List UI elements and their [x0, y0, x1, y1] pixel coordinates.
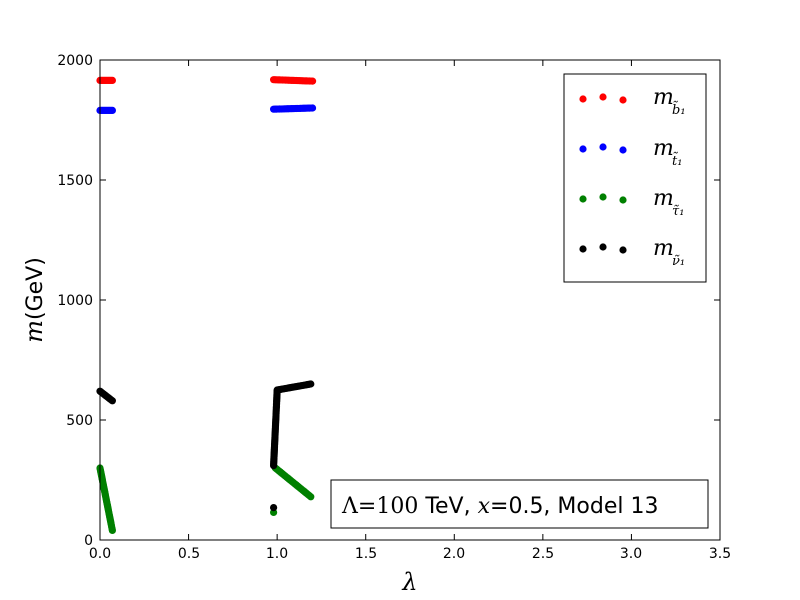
legend-marker — [579, 195, 587, 203]
legend-label-subscript: t̃₁ — [672, 152, 682, 169]
x-axis-label: λ — [401, 568, 417, 596]
legend-entry-sbottom: m b̃₁ — [579, 85, 686, 118]
legend-marker — [619, 146, 627, 154]
y-axis-label-symbol: m — [20, 320, 48, 343]
legend-label-subscript: b̃₁ — [672, 101, 686, 118]
legend-marker — [579, 95, 587, 103]
x-tick-label: 1.5 — [355, 546, 377, 562]
legend-marker — [619, 246, 627, 254]
data-point-series-1 — [108, 106, 116, 114]
y-tick-label: 1000 — [57, 293, 93, 309]
legend-box — [563, 73, 707, 283]
annotation-unit: TeV, — [418, 494, 477, 519]
annotation-text: Λ=100 TeV, x=0.5, Model 13 — [341, 494, 658, 519]
legend-marker — [579, 245, 587, 253]
legend-entry-sneutrino: m ν̃₁ — [579, 236, 685, 269]
annotation-box: Λ=100 TeV, x=0.5, Model 13 — [330, 479, 709, 529]
legend-marker — [619, 196, 627, 204]
svg-text:m(GeV): m(GeV) — [20, 257, 48, 343]
x-tick-label: 3.0 — [620, 546, 642, 562]
data-point-series-3 — [270, 504, 278, 512]
annotation-lambda-symbol: Λ — [341, 494, 359, 519]
y-axis-label: m(GeV) — [20, 257, 48, 343]
annotation-x-symbol: x — [478, 494, 491, 519]
data-point-series-2 — [307, 493, 315, 501]
legend-label: m — [653, 136, 674, 161]
x-tick-label: 0.5 — [178, 546, 200, 562]
y-tick-label: 1500 — [57, 173, 93, 189]
x-tick-labels: 0.0 0.5 1.0 1.5 2.0 2.5 3.0 3.5 — [89, 546, 731, 562]
legend: m b̃₁ m t̃₁ m τ̃₁ m ν̃₁ — [563, 73, 707, 283]
x-tick-label: 2.5 — [532, 546, 554, 562]
data-point-series-0 — [108, 76, 116, 84]
y-tick-label: 500 — [66, 413, 93, 429]
x-tick-label: 1.0 — [266, 546, 288, 562]
legend-marker — [599, 243, 607, 251]
annotation-frame — [330, 479, 709, 529]
legend-marker — [599, 143, 607, 151]
annotation-equals: = — [358, 494, 376, 519]
legend-marker — [619, 96, 627, 104]
y-tick-labels: 0 500 1000 1500 2000 — [57, 53, 93, 549]
data-point-series-1 — [308, 104, 317, 112]
annotation-lambda-value: 100 — [376, 494, 418, 519]
data-point-series-0 — [308, 77, 317, 85]
y-tick-label: 2000 — [57, 53, 93, 69]
legend-label-subscript: τ̃₁ — [672, 204, 684, 219]
x-tick-label: 0.0 — [89, 546, 111, 562]
legend-label: m — [653, 85, 674, 110]
x-tick-label: 2.0 — [443, 546, 465, 562]
legend-label: m — [653, 236, 674, 261]
data-point-series-3 — [307, 380, 315, 388]
legend-marker — [599, 193, 607, 201]
y-axis-label-unit: (GeV) — [23, 257, 48, 320]
axis-ticks — [99, 59, 721, 541]
legend-entry-stau: m τ̃₁ — [579, 186, 684, 219]
legend-entry-stop: m t̃₁ — [579, 136, 682, 169]
data-point-series-2 — [108, 526, 116, 535]
y-tick-label: 0 — [84, 533, 93, 549]
legend-label-subscript: ν̃₁ — [672, 254, 685, 269]
data-point-series-3 — [108, 397, 116, 405]
scatter-points — [96, 76, 317, 535]
legend-label: m — [653, 186, 674, 211]
legend-marker — [599, 93, 607, 101]
x-tick-label: 3.5 — [709, 546, 731, 562]
annotation-rest: =0.5, Model 13 — [490, 494, 658, 519]
legend-marker — [579, 145, 587, 153]
